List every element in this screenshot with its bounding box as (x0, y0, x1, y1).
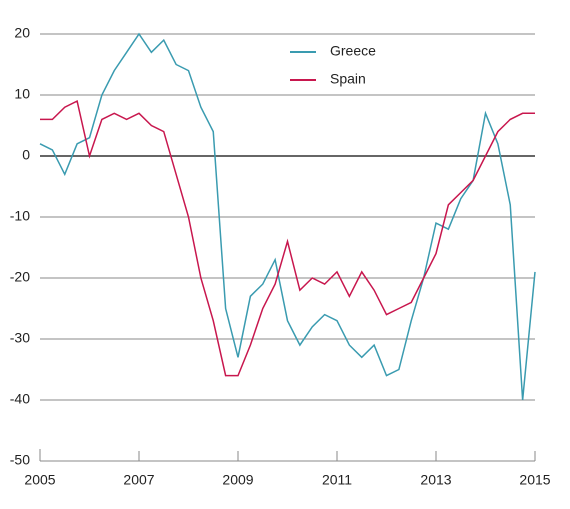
legend-label: Spain (330, 71, 366, 87)
y-tick-label: -30 (10, 330, 30, 346)
y-tick-label: 10 (14, 86, 30, 102)
y-tick-label: -50 (10, 452, 30, 468)
x-tick-label: 2013 (420, 472, 451, 488)
y-tick-label: 20 (14, 25, 30, 41)
y-tick-label: 0 (22, 147, 30, 163)
x-tick-label: 2005 (24, 472, 55, 488)
x-tick-label: 2009 (222, 472, 253, 488)
y-tick-label: -10 (10, 208, 30, 224)
x-tick-label: 2007 (123, 472, 154, 488)
line (39, 32, 536, 401)
x-tick-label: 2015 (519, 472, 550, 488)
y-tick-label: -20 (10, 269, 30, 285)
legend-label: Greece (330, 43, 376, 59)
line (40, 100, 535, 377)
y-tick-label: -40 (10, 391, 30, 407)
x-tick-label: 2011 (322, 472, 352, 488)
